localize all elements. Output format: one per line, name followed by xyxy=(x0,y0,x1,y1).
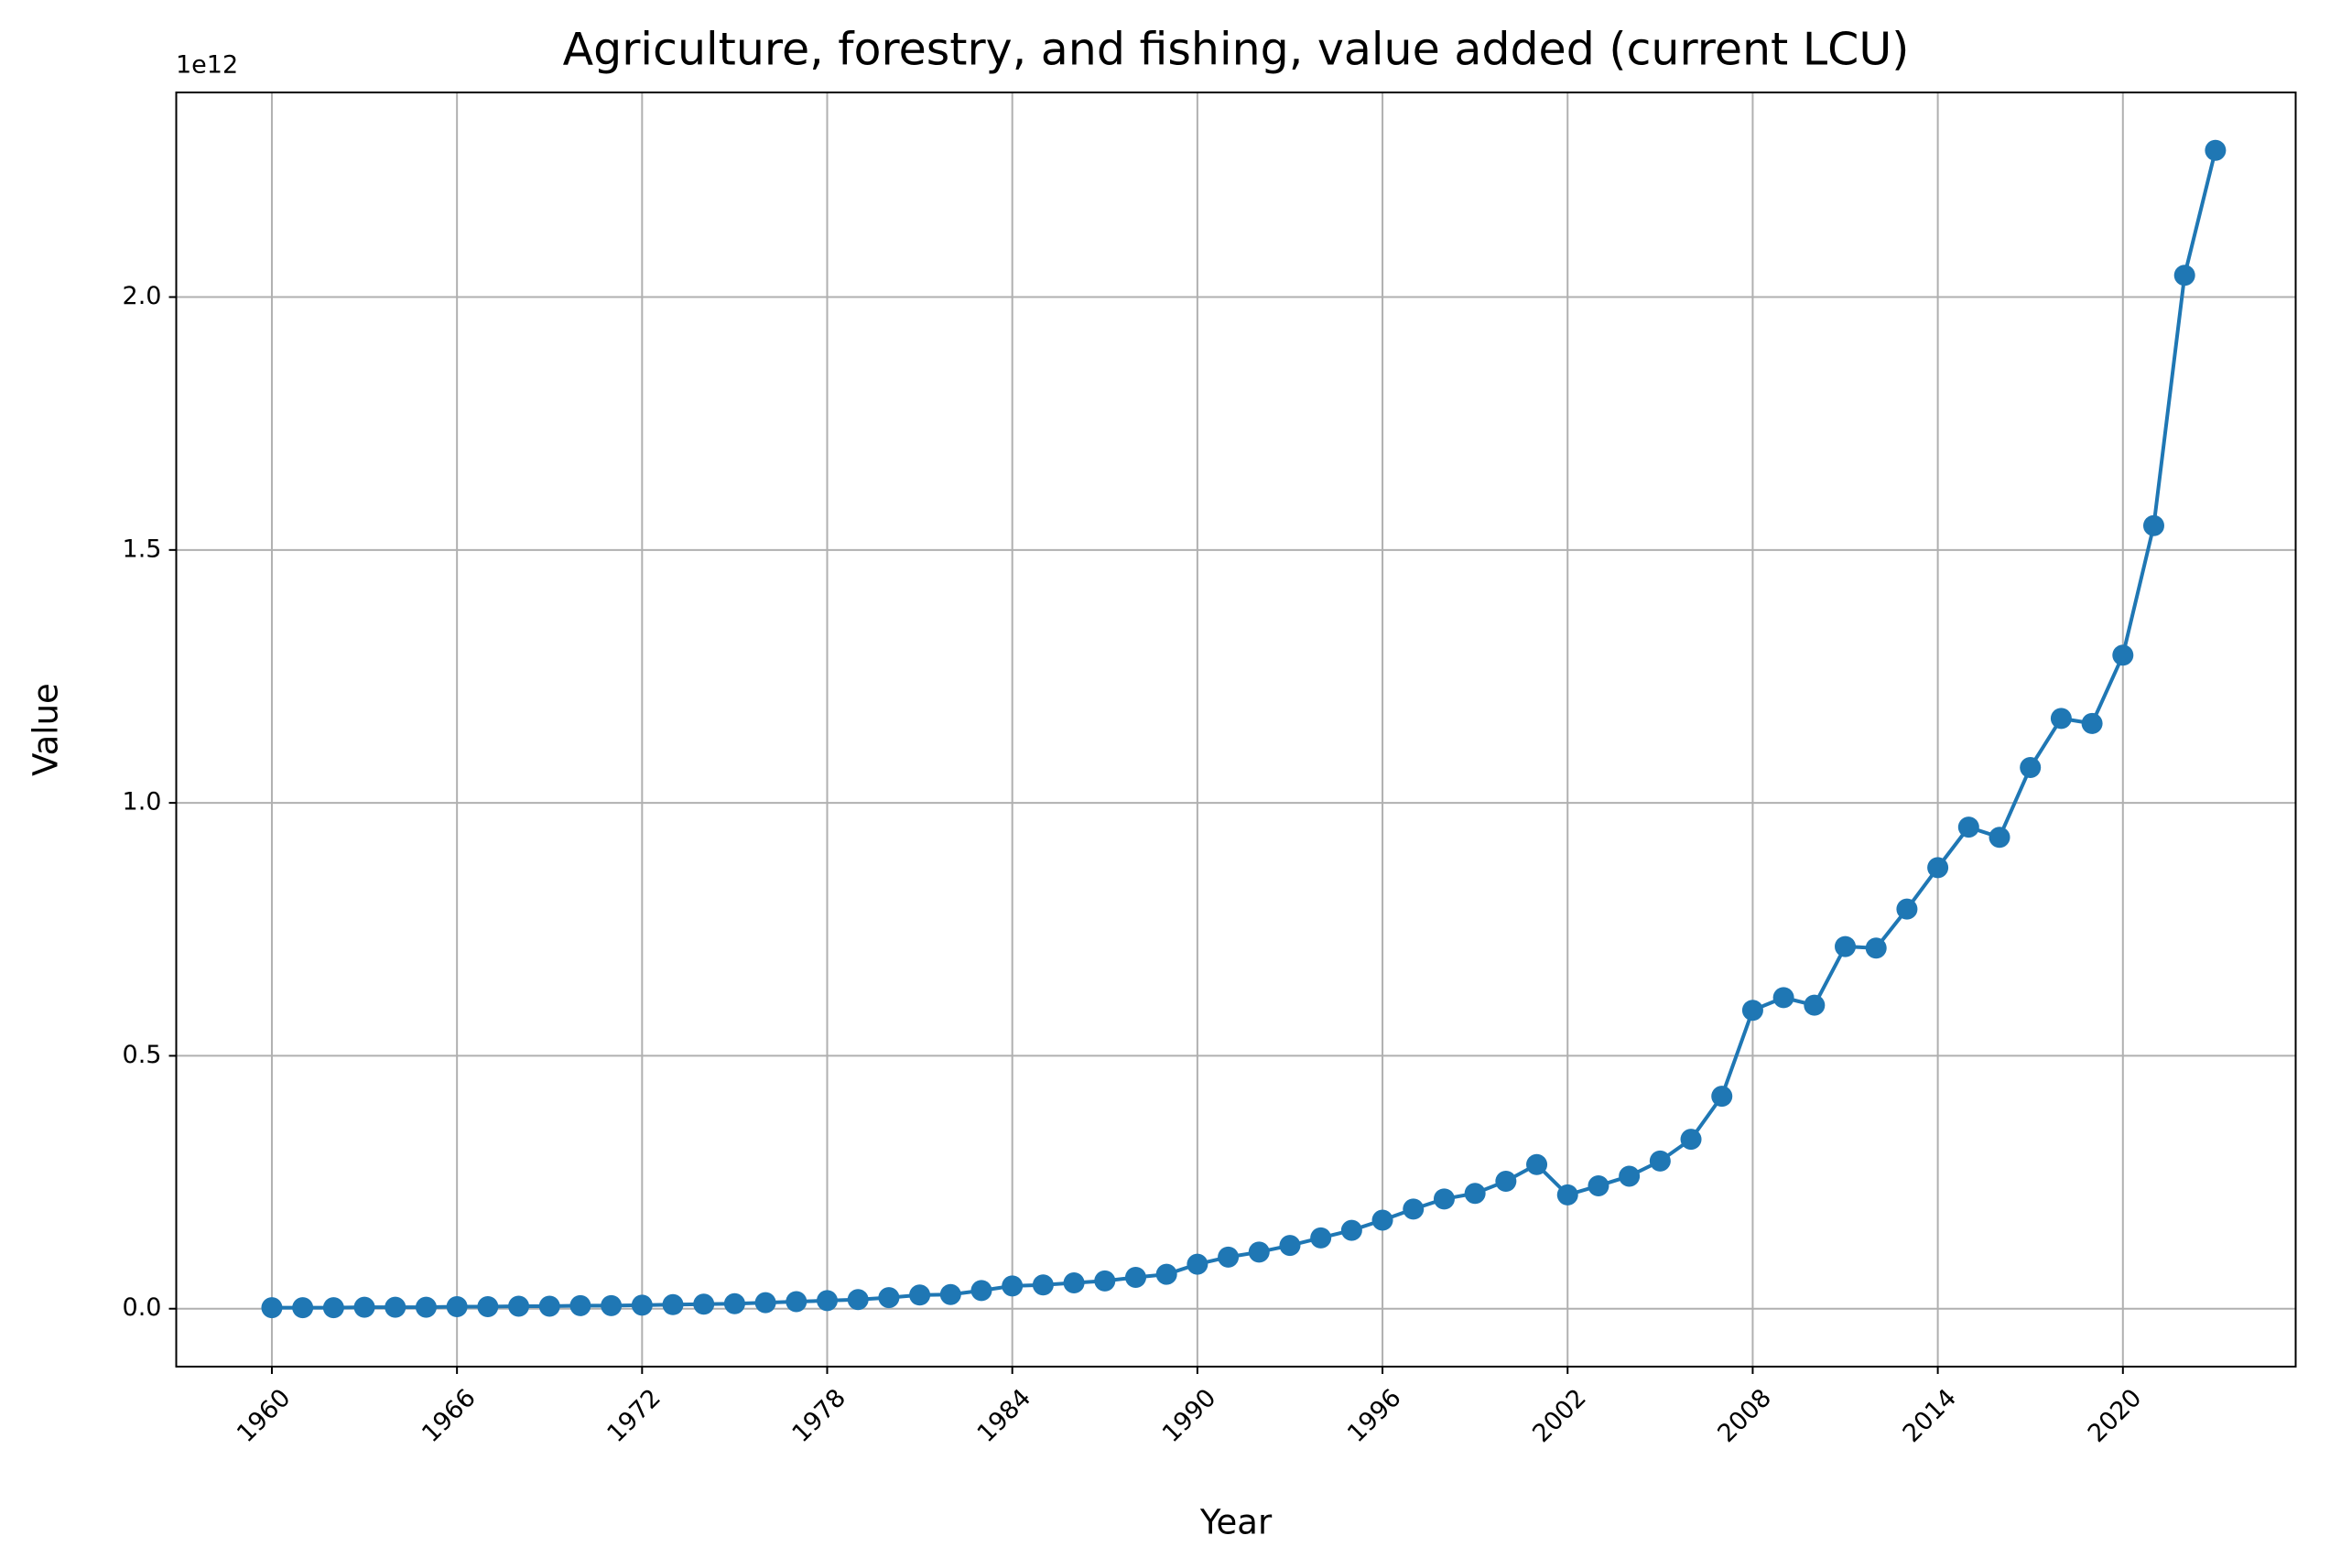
data-point xyxy=(1927,857,1949,879)
data-point xyxy=(1094,1270,1116,1292)
data-point xyxy=(693,1293,715,1315)
x-tick-label: 1960 xyxy=(232,1384,297,1449)
x-tick-label: 2002 xyxy=(1527,1384,1592,1449)
data-point xyxy=(1310,1227,1332,1249)
data-point xyxy=(1248,1241,1270,1263)
x-tick-label: 2014 xyxy=(1898,1384,1963,1449)
y-tick-label: 2.0 xyxy=(123,282,162,310)
data-point xyxy=(2112,644,2134,666)
data-point xyxy=(1865,937,1887,959)
data-point xyxy=(1772,987,1794,1009)
data-point xyxy=(1155,1263,1177,1285)
data-point xyxy=(1002,1275,1024,1297)
data-point xyxy=(1680,1129,1702,1151)
data-point xyxy=(2081,712,2103,734)
x-tick-label: 1966 xyxy=(417,1384,482,1449)
data-point xyxy=(1124,1266,1146,1288)
plot-frame xyxy=(175,92,2297,1368)
y-offset-label: 1e12 xyxy=(176,51,238,80)
x-tick-label: 1972 xyxy=(601,1384,666,1449)
data-point xyxy=(415,1296,437,1318)
data-point xyxy=(1804,994,1826,1016)
data-point xyxy=(847,1289,869,1311)
data-point xyxy=(261,1297,283,1319)
data-point xyxy=(322,1297,344,1319)
data-point xyxy=(786,1291,807,1313)
data-point xyxy=(1556,1184,1578,1206)
y-tick-label: 1.0 xyxy=(123,788,162,816)
data-point xyxy=(1957,816,1979,838)
data-point xyxy=(385,1296,406,1318)
data-point xyxy=(1218,1246,1240,1268)
chart-title: Agriculture, forestry, and fishing, valu… xyxy=(563,24,1910,76)
data-point xyxy=(662,1293,684,1315)
data-point xyxy=(2173,265,2195,287)
data-point xyxy=(1279,1235,1301,1257)
data-point xyxy=(1649,1150,1671,1172)
data-point xyxy=(909,1284,931,1306)
data-point xyxy=(477,1296,499,1318)
data-point xyxy=(1063,1272,1085,1294)
y-axis-label: Value xyxy=(27,683,66,776)
data-point xyxy=(754,1292,776,1314)
x-tick-label: 1990 xyxy=(1157,1384,1222,1449)
data-point xyxy=(538,1295,560,1317)
data-point xyxy=(817,1290,839,1312)
data-point xyxy=(631,1294,653,1316)
data-point xyxy=(970,1280,992,1302)
data-point xyxy=(1340,1219,1362,1241)
data-point xyxy=(508,1295,530,1317)
data-point xyxy=(601,1294,623,1316)
x-tick-label: 1984 xyxy=(972,1384,1037,1449)
data-point xyxy=(292,1297,314,1319)
data-point xyxy=(1835,935,1857,957)
data-point xyxy=(1711,1086,1733,1108)
data-point xyxy=(1464,1183,1486,1205)
data-point xyxy=(1187,1253,1208,1275)
x-tick-label: 2020 xyxy=(2083,1384,2148,1449)
data-point xyxy=(2205,139,2227,161)
data-point xyxy=(353,1296,375,1318)
data-line xyxy=(271,149,2217,1310)
y-tick-label: 0.0 xyxy=(123,1293,162,1322)
y-tick-label: 0.5 xyxy=(123,1041,162,1069)
data-point xyxy=(1896,898,1918,920)
data-point xyxy=(446,1296,468,1318)
data-point xyxy=(1433,1188,1455,1210)
data-point xyxy=(1619,1165,1641,1187)
data-point xyxy=(2050,708,2072,730)
data-point xyxy=(1741,1000,1763,1022)
data-point xyxy=(723,1292,745,1314)
data-point xyxy=(2020,756,2042,778)
data-point xyxy=(878,1287,900,1309)
data-point xyxy=(939,1283,961,1305)
data-point xyxy=(1989,827,2010,849)
data-point xyxy=(1371,1209,1393,1231)
x-tick-label: 1996 xyxy=(1342,1384,1407,1449)
data-point xyxy=(569,1294,591,1316)
data-point xyxy=(1403,1198,1425,1220)
data-point xyxy=(1495,1170,1517,1192)
data-point xyxy=(1526,1153,1548,1175)
data-point xyxy=(1032,1274,1054,1296)
x-tick-label: 1978 xyxy=(787,1384,852,1449)
data-point xyxy=(2142,514,2164,536)
data-point xyxy=(1588,1174,1609,1196)
x-axis-label: Year xyxy=(1199,1503,1273,1542)
y-tick-label: 1.5 xyxy=(123,535,162,563)
x-tick-label: 2008 xyxy=(1712,1384,1777,1449)
